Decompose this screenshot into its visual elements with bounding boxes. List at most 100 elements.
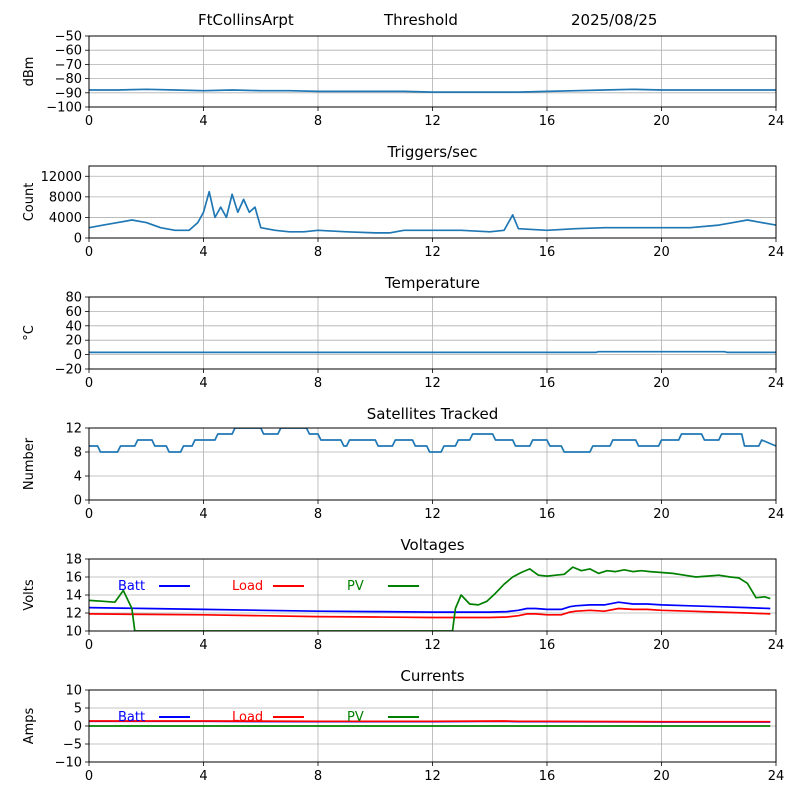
y-tick-label: 20 (65, 334, 82, 349)
panel-6: 0 4 8 12 16 20 24 −10 −5 0 5 10 Currents Amps Batt Load… (22, 667, 784, 784)
y-tick-label: 5 (74, 702, 82, 717)
y-tick-label: 8000 (49, 190, 82, 205)
y-tick-label: −70 (55, 58, 82, 73)
y-tick-label: 0 (74, 232, 82, 247)
y-tick-label: 0 (74, 494, 82, 509)
x-tick-label: 8 (314, 638, 322, 653)
x-tick-label: 24 (768, 245, 785, 260)
y-tick-label: 4000 (49, 211, 82, 226)
x-tick-label: 16 (539, 376, 556, 391)
y-tick-label: −90 (55, 86, 82, 101)
x-tick-label: 16 (539, 638, 556, 653)
x-tick-label: 16 (539, 245, 556, 260)
series-line-data (89, 350, 776, 354)
y-tick-label: 0 (74, 348, 82, 363)
x-tick-label: 20 (653, 245, 670, 260)
panel-title: Currents (400, 667, 464, 685)
report-date: 2025/08/25 (571, 11, 658, 29)
x-tick-label: 0 (85, 245, 93, 260)
y-axis-label: Number (22, 437, 37, 490)
y-tick-label: −50 (55, 30, 82, 45)
y-tick-label: −100 (46, 101, 82, 116)
x-tick-label: 0 (85, 507, 93, 522)
series-line-batt (89, 601, 771, 613)
series-line-data (89, 428, 776, 453)
y-tick-label: 40 (65, 319, 82, 334)
x-tick-label: 4 (199, 114, 207, 129)
series-line-load (89, 607, 771, 619)
legend-label-pv: PV (347, 710, 364, 725)
x-tick-label: 20 (653, 114, 670, 129)
y-axis-label: °C (22, 325, 37, 341)
x-tick-label: 8 (314, 245, 322, 260)
panel-1: 0 4 8 12 16 20 24 −100−90−80−70−60−50 dBm (22, 30, 784, 130)
series-line-data (89, 88, 776, 93)
legend-label-load: Load (232, 710, 263, 725)
trigger-mode: Threshold (384, 11, 458, 29)
x-tick-label: 20 (653, 638, 670, 653)
x-tick-label: 0 (85, 114, 93, 129)
series-line-pv (89, 566, 771, 631)
x-tick-label: 24 (768, 769, 785, 784)
y-tick-label: 16 (65, 571, 82, 586)
y-tick-label: 10 (65, 625, 82, 640)
y-tick-label: 14 (65, 589, 82, 604)
panel-4: 0 4 8 12 16 20 24 0 4 8 12 Satellites Tracked Number (22, 405, 784, 522)
y-tick-label: 12000 (41, 170, 82, 185)
y-tick-label: 60 (65, 305, 82, 320)
x-tick-label: 0 (85, 376, 93, 391)
x-tick-label: 0 (85, 638, 93, 653)
y-tick-label: −60 (55, 44, 82, 59)
y-tick-label: 80 (65, 291, 82, 306)
legend-label-batt: Batt (118, 579, 145, 594)
x-tick-label: 12 (424, 638, 441, 653)
panel-2: 0 4 8 12 16 20 24 0 4000 8000 12000 Triggers/sec Cou… (22, 143, 784, 260)
x-tick-label: 4 (199, 638, 207, 653)
x-tick-label: 4 (199, 376, 207, 391)
x-tick-label: 8 (314, 376, 322, 391)
y-tick-label: 4 (74, 470, 82, 485)
x-tick-label: 0 (85, 769, 93, 784)
x-tick-label: 12 (424, 114, 441, 129)
y-tick-label: 10 (65, 684, 82, 699)
x-tick-label: 8 (314, 114, 322, 129)
legend-label-batt: Batt (118, 710, 145, 725)
x-tick-label: 12 (424, 245, 441, 260)
panel-title: Satellites Tracked (367, 405, 498, 423)
legend-label-load: Load (232, 579, 263, 594)
x-tick-label: 16 (539, 769, 556, 784)
x-tick-label: 8 (314, 507, 322, 522)
y-axis-label: Amps (22, 707, 37, 744)
panel-5: 0 4 8 12 16 20 24 10 12 14 16 18 Voltages Volts Batt Lo… (22, 536, 784, 653)
station-name: FtCollinsArpt (198, 11, 294, 29)
series-line-data (89, 190, 776, 234)
x-tick-label: 20 (653, 507, 670, 522)
x-tick-label: 20 (653, 769, 670, 784)
y-axis-label: dBm (22, 57, 37, 87)
series-line-load (89, 720, 771, 723)
legend-label-pv: PV (347, 579, 364, 594)
x-tick-label: 24 (768, 376, 785, 391)
x-tick-label: 24 (768, 507, 785, 522)
panel-title: Triggers/sec (387, 143, 478, 161)
panel-title: Voltages (400, 536, 464, 554)
y-tick-label: 18 (65, 553, 82, 568)
y-axis-label: Volts (22, 579, 37, 611)
x-tick-label: 4 (199, 245, 207, 260)
y-axis-label: Count (22, 183, 37, 222)
y-tick-label: −80 (55, 72, 82, 87)
panel-title: Temperature (384, 274, 480, 292)
y-tick-label: 8 (74, 446, 82, 461)
y-tick-label: 0 (74, 720, 82, 735)
x-tick-label: 4 (199, 507, 207, 522)
y-tick-label: −20 (55, 363, 82, 378)
y-tick-label: 12 (65, 422, 82, 437)
x-tick-label: 24 (768, 114, 785, 129)
x-tick-label: 16 (539, 507, 556, 522)
x-tick-label: 12 (424, 376, 441, 391)
x-tick-label: 20 (653, 376, 670, 391)
y-tick-label: −5 (63, 738, 82, 753)
x-tick-label: 8 (314, 769, 322, 784)
x-tick-label: 24 (768, 638, 785, 653)
